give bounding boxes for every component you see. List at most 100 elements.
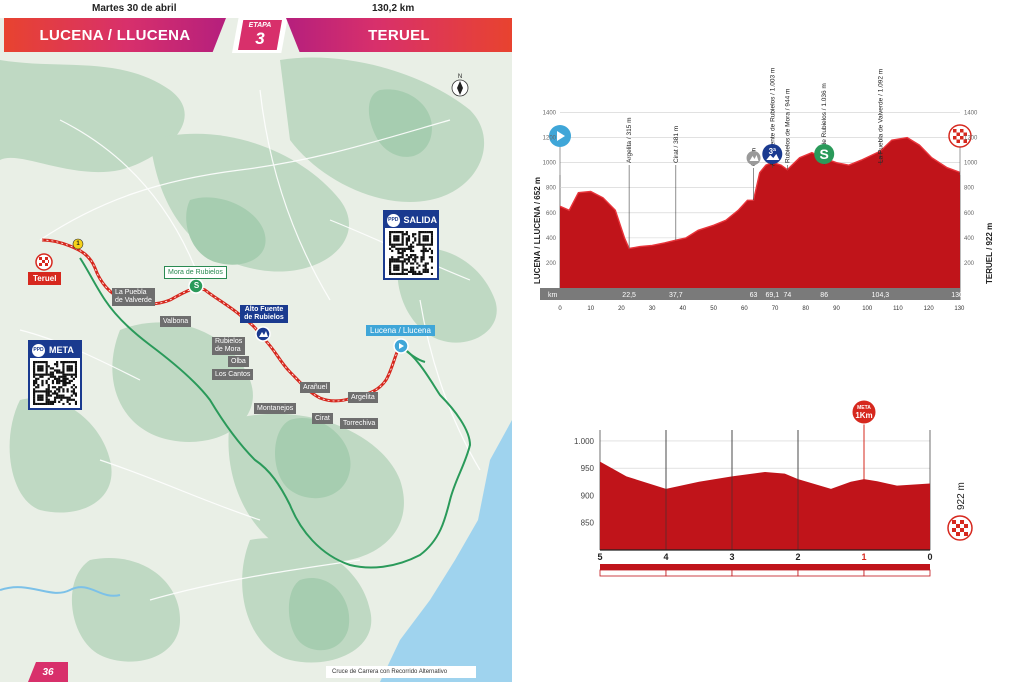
logo-icon: PPD bbox=[32, 343, 45, 357]
qr-code-icon bbox=[389, 231, 433, 275]
x-tick-label: 130 bbox=[954, 306, 965, 312]
place-argelita: Argelita bbox=[348, 392, 378, 403]
km-bar-segment bbox=[732, 564, 798, 570]
y-tick-label-left: 1400 bbox=[543, 111, 557, 117]
page-number: 36 bbox=[28, 662, 68, 682]
km-bar-segment bbox=[600, 564, 666, 570]
place-la-puebla-de-valverde: La Puebla de Valverde bbox=[112, 288, 155, 306]
climb-label: Mora de Rubielos / 1.036 m bbox=[821, 83, 828, 163]
distance-label: 74 bbox=[783, 292, 791, 299]
qr-start-header: PPD SALIDA bbox=[385, 212, 437, 228]
qr-finish[interactable]: PPD META bbox=[28, 340, 82, 410]
km-bar-segment bbox=[666, 564, 732, 570]
y-tick-label-right: 600 bbox=[964, 211, 975, 217]
svg-text:N: N bbox=[458, 74, 462, 80]
river bbox=[0, 586, 121, 597]
distance-label: 104,3 bbox=[872, 292, 890, 299]
x-tick-label: 20 bbox=[618, 306, 625, 312]
sprint-badge-map: S bbox=[193, 281, 200, 290]
alternate-route bbox=[79, 257, 472, 569]
y-tick-label: 850 bbox=[581, 519, 595, 528]
finish-city-banner: TERUEL bbox=[286, 18, 512, 52]
elevation-line bbox=[559, 136, 961, 250]
sprint-marker-icon bbox=[188, 278, 204, 294]
distance-label: 130,2 bbox=[951, 292, 969, 299]
place-alto-fuente-de-rubielos: Alto Fuente de Rubielos bbox=[240, 305, 288, 323]
x-tick-label: 40 bbox=[680, 306, 687, 312]
km-bar bbox=[599, 564, 931, 577]
meta-label: META bbox=[857, 405, 871, 411]
route-map[interactable]: N Martes 30 de abril bbox=[0, 0, 512, 682]
stage-badge: ETAPA 3 bbox=[238, 20, 282, 50]
y-tick-label-left: 600 bbox=[546, 211, 557, 217]
place-aranuel: Arañuel bbox=[300, 382, 331, 393]
y-tick-label: 900 bbox=[581, 491, 595, 500]
logo-icon: PPD bbox=[387, 213, 400, 227]
start-marker-icon bbox=[393, 338, 409, 354]
place-lucena: Lucena / Llucena bbox=[366, 325, 435, 336]
x-tick-label: 10 bbox=[587, 306, 594, 312]
y-tick-label-right: 1200 bbox=[964, 136, 978, 142]
place-torrechiva: Torrechiva bbox=[340, 418, 379, 429]
legend-text: Cruce de Carrera con Recorrido Alternati… bbox=[332, 669, 448, 675]
qr-finish-header: PPD META bbox=[30, 342, 80, 358]
km-bar-segment bbox=[864, 564, 930, 570]
x-tick-label: 5 bbox=[597, 552, 602, 562]
distance-label: 22,5 bbox=[622, 292, 636, 299]
map-legend: Cruce de Carrera con Recorrido Alternati… bbox=[326, 666, 476, 678]
elevation-area bbox=[560, 137, 960, 288]
final-elevation-area bbox=[600, 461, 930, 550]
km-marker-icon bbox=[72, 238, 84, 250]
finish-city: TERUEL bbox=[368, 26, 430, 44]
distance-label: 37,7 bbox=[669, 292, 683, 299]
uncategorized-climb-icon bbox=[746, 151, 761, 165]
distance-label: 63 bbox=[750, 292, 758, 299]
distance-label: 86 bbox=[820, 292, 828, 299]
x-tick-label: 1 bbox=[861, 552, 866, 562]
terrain bbox=[0, 57, 497, 663]
km-bar-segment bbox=[797, 569, 865, 577]
x-tick-label: 110 bbox=[893, 306, 903, 312]
start-icon bbox=[549, 125, 571, 147]
forest bbox=[186, 89, 432, 651]
y-tick-label-left: 1000 bbox=[543, 161, 557, 167]
km-bar-segment bbox=[863, 569, 931, 577]
sprint-badge: S bbox=[820, 146, 829, 162]
x-tick-label: 4 bbox=[663, 552, 668, 562]
x-tick-label: 100 bbox=[862, 306, 873, 312]
distance-label: 69,1 bbox=[765, 292, 779, 299]
km-bar-segment bbox=[798, 564, 864, 570]
y-tick-label-left: 800 bbox=[546, 186, 557, 192]
qr-start[interactable]: PPD SALIDA bbox=[383, 210, 439, 280]
y-tick-label-right: 200 bbox=[964, 261, 975, 267]
y-tick-label-right: 1400 bbox=[964, 111, 978, 117]
x-tick-label: 120 bbox=[924, 306, 935, 312]
climb-label: Rubielos de Mora / 944 m bbox=[784, 89, 791, 163]
map-canvas[interactable]: N bbox=[0, 0, 512, 682]
x-tick-label: 70 bbox=[772, 306, 779, 312]
place-los-cantos: Los Cantos bbox=[212, 369, 254, 380]
finish-flag-icon bbox=[947, 515, 973, 541]
stage-date: Martes 30 de abril bbox=[92, 3, 177, 14]
y-tick-label-left: 200 bbox=[546, 261, 557, 267]
start-city: LUCENA / LLUCENA bbox=[39, 26, 191, 44]
final-area bbox=[600, 430, 930, 550]
category-climb-icon: 3ª bbox=[762, 144, 783, 164]
finish-altitude-label: 922 m bbox=[956, 482, 967, 510]
stage-number: 3 bbox=[255, 29, 265, 48]
x-tick-label: 50 bbox=[710, 306, 717, 312]
km-bar-segment bbox=[599, 569, 667, 577]
y-tick-label-left: 1200 bbox=[543, 136, 557, 142]
place-olba: Olba bbox=[228, 356, 249, 367]
x-tick-label: 0 bbox=[558, 306, 562, 312]
start-city-banner: LUCENA / LLUCENA bbox=[4, 18, 226, 52]
qr-finish-label: META bbox=[49, 345, 74, 355]
x-tick-label: 30 bbox=[649, 306, 656, 312]
sea bbox=[380, 420, 512, 682]
y-tick-label-right: 800 bbox=[964, 186, 975, 192]
place-cirat: Cirat bbox=[312, 413, 333, 424]
